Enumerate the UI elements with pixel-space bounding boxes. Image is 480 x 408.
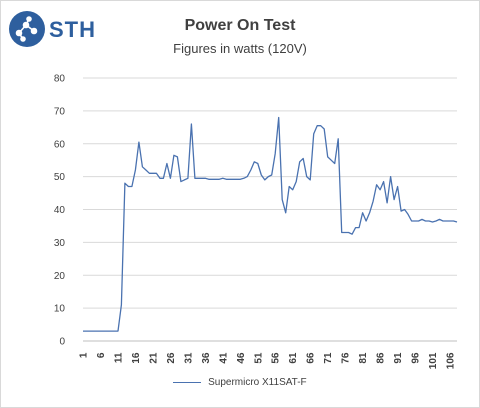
y-tick-label: 20 (54, 271, 66, 282)
y-tick-label: 0 (59, 337, 65, 348)
x-tick-label: 6 (96, 352, 107, 358)
x-tick-label: 51 (253, 352, 264, 364)
x-tick-label: 1 (79, 352, 90, 358)
series-line (83, 116, 458, 332)
y-tick-label: 40 (54, 205, 66, 216)
y-tick-label: 80 (54, 74, 66, 85)
y-tick-label: 50 (54, 172, 66, 183)
logo-network-icon (9, 11, 45, 47)
x-tick-label: 31 (183, 352, 194, 364)
x-tick-label: 26 (166, 352, 177, 364)
x-tick-label: 21 (148, 352, 159, 364)
chart-subtitle: Figures in watts (120V) (173, 41, 307, 56)
x-tick-label: 46 (236, 352, 247, 364)
x-tick-label: 66 (306, 352, 317, 364)
x-tick-label: 96 (411, 352, 422, 364)
legend-label: Supermicro X11SAT-F (208, 377, 307, 388)
y-tick-label: 10 (54, 304, 66, 315)
x-tick-label: 76 (341, 352, 352, 364)
x-tick-label: 101 (428, 352, 439, 369)
chart-title: Power On Test (184, 17, 296, 34)
x-tick-label: 106 (446, 352, 457, 369)
y-tick-label: 30 (54, 238, 66, 249)
y-tick-label: 70 (54, 106, 66, 117)
logo-network-graphic (15, 16, 38, 42)
x-tick-label: 41 (218, 352, 229, 364)
legend-swatch (173, 381, 202, 383)
x-tick-label: 16 (131, 352, 142, 364)
x-tick-label: 86 (376, 352, 387, 364)
x-tick-label: 11 (113, 352, 124, 363)
x-tick-label: 56 (271, 352, 282, 364)
x-tick-label: 36 (201, 352, 212, 364)
legend: Supermicro X11SAT-F (1, 377, 479, 388)
y-tick-label: 60 (54, 139, 66, 150)
sth-logo: STH (9, 11, 99, 59)
x-tick-label: 81 (358, 352, 369, 364)
x-tick-label: 61 (288, 352, 299, 364)
x-tick-label: 91 (393, 352, 404, 364)
logo-text: STH (49, 17, 96, 42)
x-tick-label: 71 (323, 352, 334, 364)
